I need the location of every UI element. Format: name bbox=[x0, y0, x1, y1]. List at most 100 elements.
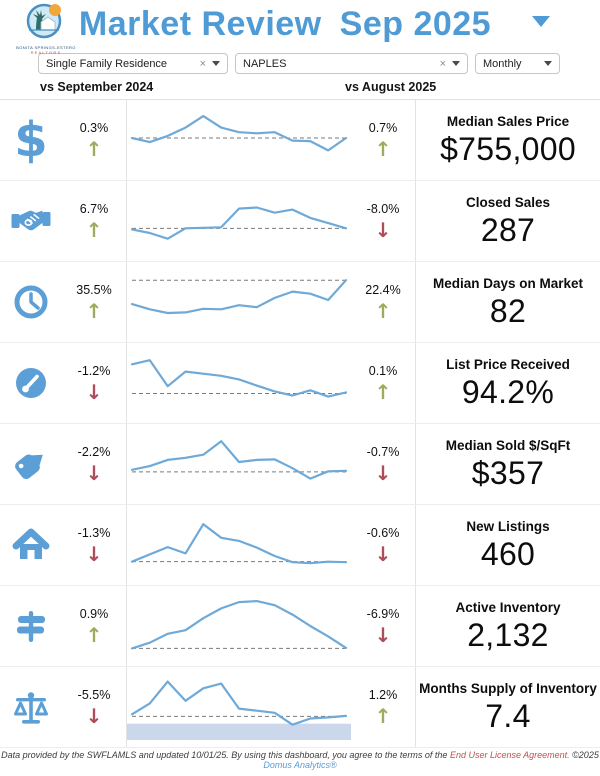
period-caret-icon[interactable] bbox=[531, 15, 551, 33]
trend-arrow-icon: ↓ bbox=[85, 704, 103, 728]
sparkline-chart bbox=[130, 115, 348, 152]
eula-link[interactable]: End User License Agreement. bbox=[449, 750, 570, 760]
sparkline-chart bbox=[130, 600, 348, 650]
scales-icon bbox=[0, 667, 62, 747]
header: BONITA SPRINGS-ESTERO REALTORS Market Re… bbox=[0, 0, 600, 55]
kpi-row-new-listings: -1.3% ↓ -0.6% ↓ New Listings 460 bbox=[0, 505, 600, 586]
sparkline-chart bbox=[130, 206, 348, 240]
yoy-change: -1.3% ↓ bbox=[62, 505, 126, 585]
mom-pct: 22.4% bbox=[365, 283, 401, 297]
trend-cell: -8.0% ↓ bbox=[126, 181, 416, 261]
yoy-change: -1.2% ↓ bbox=[62, 343, 126, 423]
trend-arrow-icon: ↓ bbox=[374, 218, 392, 242]
mom-pct: -0.6% bbox=[366, 526, 400, 540]
kpi-grid: $ 0.3% ↑ 0.7% ↑ Median Sales Price $755,… bbox=[0, 99, 600, 748]
yoy-pct: -1.3% bbox=[77, 526, 111, 540]
brand-link[interactable]: Domus Analytics® bbox=[263, 760, 337, 770]
mom-pct: 0.7% bbox=[368, 121, 398, 135]
clock-icon bbox=[0, 262, 62, 342]
property-type-filter[interactable]: Single Family Residence × bbox=[38, 53, 228, 74]
market-filter[interactable]: NAPLES × bbox=[235, 53, 468, 74]
mom-pct: 1.2% bbox=[368, 688, 398, 702]
mom-column-label: vs August 2025 bbox=[345, 80, 437, 94]
chevron-down-icon[interactable] bbox=[212, 61, 220, 66]
trend-arrow-icon: ↑ bbox=[85, 299, 103, 323]
metric-summary: Median Sold $/SqFt $357 bbox=[416, 436, 600, 492]
yoy-pct: 0.9% bbox=[79, 607, 109, 621]
yoy-change: 0.9% ↑ bbox=[62, 586, 126, 666]
kpi-row-closed-sales: 6.7% ↑ -8.0% ↓ Closed Sales 287 bbox=[0, 181, 600, 262]
trend-arrow-icon: ↑ bbox=[374, 380, 392, 404]
metric-summary: Months Supply of Inventory 7.4 bbox=[416, 679, 600, 735]
clear-filter-icon[interactable]: × bbox=[439, 57, 446, 70]
chevron-down-icon[interactable] bbox=[452, 61, 460, 66]
mom-change: 22.4% ↑ bbox=[351, 262, 415, 342]
mom-change: 0.1% ↑ bbox=[351, 343, 415, 423]
mom-change: -0.6% ↓ bbox=[351, 505, 415, 585]
metric-value: 82 bbox=[489, 293, 527, 329]
mom-pct: 0.1% bbox=[368, 364, 398, 378]
kpi-row-list-price-received: -1.2% ↓ 0.1% ↑ List Price Received 94.2% bbox=[0, 343, 600, 424]
logo-org-subtitle: REALTORS bbox=[30, 50, 62, 55]
metric-value: 94.2% bbox=[461, 374, 555, 410]
metric-summary: Closed Sales 287 bbox=[416, 193, 600, 249]
yoy-change: 6.7% ↑ bbox=[62, 181, 126, 261]
yoy-pct: -1.2% bbox=[77, 364, 111, 378]
kpi-row-months-supply: -5.5% ↓ 1.2% ↑ Months Supply of Inventor… bbox=[0, 667, 600, 748]
yoy-change: -2.2% ↓ bbox=[62, 424, 126, 504]
metric-value: 7.4 bbox=[485, 698, 531, 734]
mom-change: -6.9% ↓ bbox=[351, 586, 415, 666]
logo-emblem-icon bbox=[26, 3, 62, 39]
association-logo: BONITA SPRINGS-ESTERO REALTORS bbox=[12, 2, 80, 55]
trend-arrow-icon: ↑ bbox=[374, 137, 392, 161]
metric-label: Closed Sales bbox=[465, 195, 551, 210]
trend-arrow-icon: ↓ bbox=[85, 542, 103, 566]
trend-arrow-icon: ↑ bbox=[85, 218, 103, 242]
yoy-pct: 35.5% bbox=[76, 283, 112, 297]
yoy-pct: 0.3% bbox=[79, 121, 109, 135]
yoy-pct: 6.7% bbox=[79, 202, 109, 216]
metric-summary: New Listings 460 bbox=[416, 517, 600, 573]
clear-filter-icon[interactable]: × bbox=[199, 57, 206, 70]
yoy-pct: -2.2% bbox=[77, 445, 111, 459]
footer-disclaimer: Data provided by the SWFLAMLS and update… bbox=[1, 750, 450, 760]
metric-label: Median Days on Market bbox=[432, 276, 584, 291]
filter-bar: Single Family Residence × NAPLES × Month… bbox=[38, 53, 600, 74]
signpost-icon bbox=[0, 586, 62, 666]
metric-label: Median Sales Price bbox=[446, 114, 570, 129]
trend-cell: -0.7% ↓ bbox=[126, 424, 416, 504]
chevron-down-icon[interactable] bbox=[544, 61, 552, 66]
dollar-icon: $ bbox=[0, 100, 62, 180]
metric-summary: List Price Received 94.2% bbox=[416, 355, 600, 411]
yoy-change: 0.3% ↑ bbox=[62, 100, 126, 180]
frequency-value: Monthly bbox=[483, 57, 522, 70]
mom-change: 0.7% ↑ bbox=[351, 100, 415, 180]
metric-label: New Listings bbox=[466, 519, 550, 534]
yoy-column-label: vs September 2024 bbox=[40, 80, 154, 94]
kpi-row-active-inventory: 0.9% ↑ -6.9% ↓ Active Inventory 2,132 bbox=[0, 586, 600, 667]
mom-change: -0.7% ↓ bbox=[351, 424, 415, 504]
trend-arrow-icon: ↓ bbox=[85, 380, 103, 404]
frequency-filter[interactable]: Monthly bbox=[475, 53, 560, 74]
metric-value: 2,132 bbox=[467, 617, 549, 653]
trend-cell: 0.7% ↑ bbox=[126, 100, 416, 180]
yoy-change: -5.5% ↓ bbox=[62, 667, 126, 747]
comparison-labels: vs September 2024 vs August 2025 bbox=[0, 77, 600, 99]
trend-arrow-icon: ↓ bbox=[374, 461, 392, 485]
trend-arrow-icon: ↑ bbox=[374, 704, 392, 728]
price-tag-icon bbox=[0, 424, 62, 504]
page-title: Market Review bbox=[78, 4, 322, 43]
mom-pct: -8.0% bbox=[366, 202, 400, 216]
metric-label: Months Supply of Inventory bbox=[419, 681, 597, 696]
kpi-row-median-sales-price: $ 0.3% ↑ 0.7% ↑ Median Sales Price $755,… bbox=[0, 100, 600, 181]
metric-value: 460 bbox=[480, 536, 536, 572]
metric-summary: Active Inventory 2,132 bbox=[416, 598, 600, 654]
metric-value: 287 bbox=[480, 212, 536, 248]
kpi-row-median-sold-sqft: -2.2% ↓ -0.7% ↓ Median Sold $/SqFt $357 bbox=[0, 424, 600, 505]
trend-arrow-icon: ↓ bbox=[374, 623, 392, 647]
yoy-change: 35.5% ↑ bbox=[62, 262, 126, 342]
market-value: NAPLES bbox=[243, 57, 287, 70]
dollar-glyph: $ bbox=[14, 112, 48, 168]
period-selector-value: Sep 2025 bbox=[339, 4, 492, 43]
sparkline-chart bbox=[130, 523, 348, 565]
